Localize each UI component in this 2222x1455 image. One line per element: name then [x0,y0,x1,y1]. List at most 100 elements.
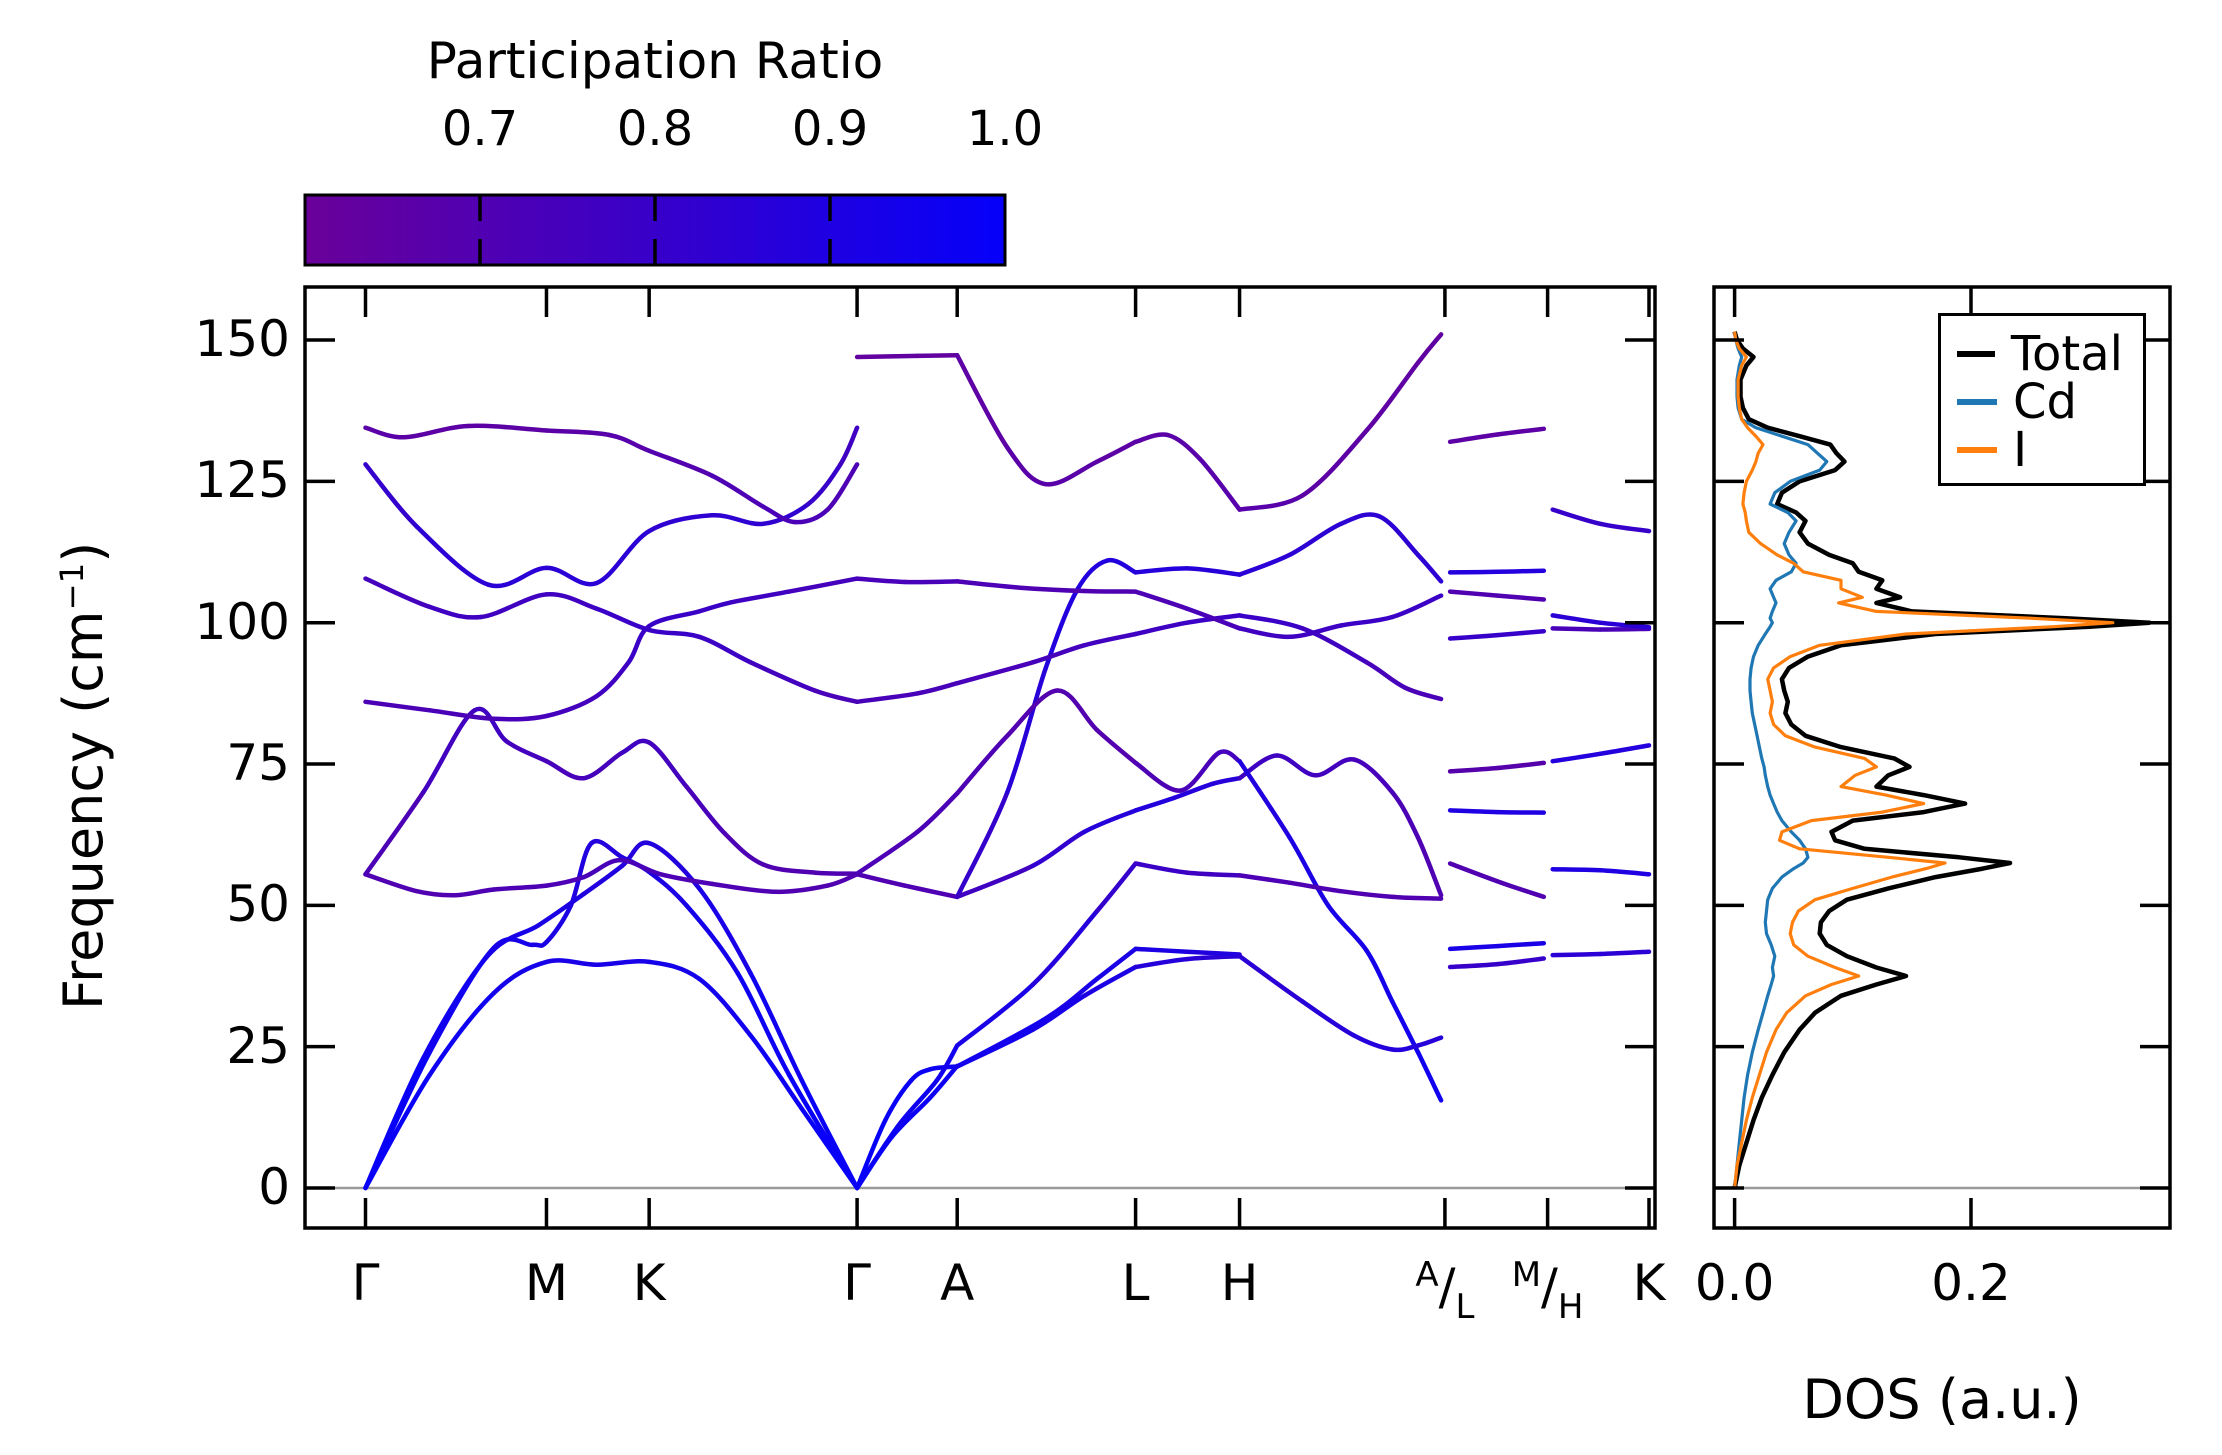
legend-entry-i: I [1957,426,2123,474]
phonon-band-segment [1237,758,1292,840]
phonon-band-segment [954,1016,1049,1069]
phonon-band-segment [646,740,689,789]
colorbar-tick-label: 1.0 [966,101,1044,157]
symmetry-point-label: A [940,1254,975,1312]
phonon-band-segment [617,857,663,877]
phonon-band-segment [1495,568,1547,575]
phonon-band-segment [401,423,471,440]
phonon-band-segment [1364,360,1421,433]
phonon-band-segment [1287,880,1344,894]
phonon-band-segment [465,423,549,433]
phonon-band-segment [544,874,586,888]
phonon-band-segment [1030,993,1087,1032]
phonon-band-segment [735,970,792,1078]
phonon-band-segment [421,708,477,795]
phonon-band-segment [696,886,753,976]
phonon-band-segment [954,790,1010,900]
phonon-band-segment [684,784,728,836]
y-tick-label: 150 [194,310,290,369]
phonon-band-segment [696,976,753,1038]
phonon-band-segment [363,790,426,877]
phonon-band-segment [793,507,830,525]
phonon-band-segment [544,565,599,587]
phonon-band-segment [536,891,586,928]
phonon-band-segment [915,680,960,696]
symmetry-point-label: M/H [1511,1255,1584,1327]
phonon-band-segment [1447,808,1500,815]
phonon-band-segment [854,829,920,876]
phonon-band-segment [1447,432,1500,445]
phonon-band-segment [1237,953,1305,1004]
phonon-band-segment [1447,943,1500,952]
phonon-band-segment [1415,552,1444,584]
phonon-band-segment [773,883,830,895]
legend-line-total [1957,351,1995,357]
phonon-band-segment [1005,445,1049,487]
legend-line-i [1957,447,1997,453]
legend-label-i: I [2013,422,2028,478]
phonon-band-segment [1550,613,1603,625]
phonon-band-segment [626,623,652,665]
phonon-band-segment [1415,1035,1444,1048]
phonon-band-segment [1237,613,1305,631]
phonon-band-segment [581,863,625,897]
phonon-band-segment [1351,1033,1395,1052]
phonon-band-segment [889,1095,933,1140]
phonon-band-segment [1094,946,1138,982]
phonon-band-segment [363,425,407,440]
phonon-band-segment [363,1055,426,1191]
phonon-band-segment [1178,750,1222,793]
phonon-band-segment [812,688,860,705]
phonon-band-segment [1402,685,1444,702]
phonon-band-segment [1287,835,1331,908]
colorbar-tick-label: 0.9 [791,101,869,157]
phonon-band-segment [1171,781,1215,801]
phonon-band-segment [1030,829,1087,869]
symmetry-point-label: Γ [843,1254,872,1312]
symmetry-point-label: H [1220,1254,1259,1312]
phonon-band-segment [414,524,491,588]
phonon-band-segment [1133,566,1190,575]
symmetry-point-label: K [632,1254,666,1312]
phonon-band-segment [594,959,652,967]
phonon-band-segment [1300,626,1369,665]
phonon-band-segment [1133,760,1183,793]
phonon-band-segment [1237,753,1280,781]
phonon-band-segment [838,425,860,467]
phonon-band-segment [1313,757,1357,778]
phonon-band-segment [1082,808,1138,835]
phonon-band-segment [414,888,458,898]
phonon-band-segment [902,883,960,900]
symmetry-point-label: Γ [351,1254,380,1312]
phonon-band-segment [1184,953,1242,962]
phonon-band-segment [1597,626,1652,632]
phonon-band-segment [1550,507,1603,527]
phonon-band-segment [1082,588,1138,594]
phonon-band-segment [1447,589,1500,598]
y-tick-label: 50 [226,875,290,934]
phonon-band-segment [363,462,420,529]
phonon-band-segment [504,739,549,764]
phonon-band-segment [1338,614,1395,628]
phonon-band-segment [902,579,960,585]
phonon-band-segment [544,592,599,611]
phonon-band-segment [1300,428,1369,498]
phonon-band-segment [854,576,907,585]
phonon-band-segment [486,565,549,589]
phonon-band-segment [594,606,652,633]
phonon-band-segment [954,660,1036,686]
phonon-band-segment [954,353,1010,450]
phonon-band-segment [1495,809,1547,815]
phonon-band-segment [1133,795,1177,813]
phonon-band-segment [544,428,612,438]
phonon-band-segment [1364,948,1395,1004]
phonon-band-segment [1237,626,1292,640]
phonon-band-segment [825,872,860,888]
phonon-band-segment [1495,940,1547,949]
phonon-band-segment [1094,861,1138,914]
phonon-band-segment [854,872,907,888]
phonon-band-segment [1597,743,1652,757]
phonon-band-segment [1415,1050,1444,1103]
phonon-band-segment [1274,753,1318,778]
